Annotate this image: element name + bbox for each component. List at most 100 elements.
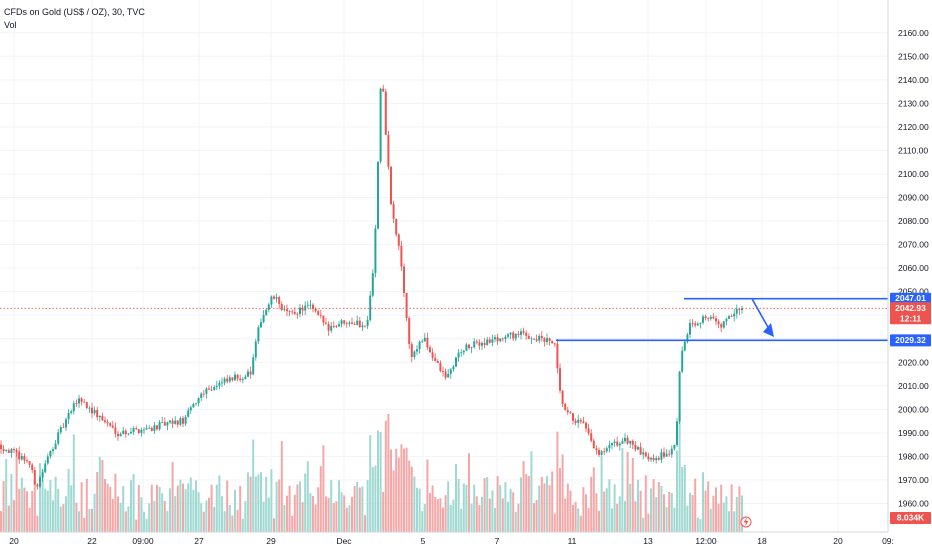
volume-bar — [301, 502, 304, 532]
candle-body — [410, 344, 413, 358]
volume-bar — [462, 483, 465, 532]
candle-body — [527, 335, 530, 339]
candle-body — [738, 309, 741, 311]
candle-body — [288, 311, 291, 312]
volume-bar — [595, 493, 598, 532]
volume-bar — [41, 469, 44, 532]
candle-body — [676, 421, 678, 445]
candle-body — [62, 427, 65, 428]
candle-body — [468, 344, 470, 348]
candle-body — [306, 304, 309, 306]
candle-body — [78, 398, 80, 404]
volume-legend: Vol — [4, 20, 17, 30]
volume-bar — [696, 517, 699, 532]
candle-body — [18, 451, 21, 460]
candle-body — [566, 410, 569, 413]
candle-body — [733, 313, 736, 317]
volume-bar — [720, 484, 723, 532]
candle-body — [561, 390, 564, 404]
candle-body — [600, 451, 603, 455]
candle-body — [218, 382, 221, 386]
chart-legend: CFDs on Gold (US$ / OZ), 30, TVC Vol — [4, 6, 145, 32]
candle-body — [681, 350, 684, 372]
volume-bar — [208, 497, 210, 532]
time-tick-label: 27 — [194, 536, 204, 546]
candle-body — [509, 332, 512, 335]
volume-bar — [374, 465, 377, 532]
volume-bar — [600, 455, 603, 532]
volume-bar — [538, 485, 541, 532]
volume-bar — [140, 497, 143, 532]
candle-body — [262, 315, 265, 323]
volume-bar — [624, 500, 626, 532]
volume-bar — [330, 479, 333, 532]
volume-bar — [468, 453, 470, 532]
candle-body — [174, 420, 177, 424]
volume-bar — [145, 518, 148, 532]
candle-body — [579, 419, 582, 422]
volume-bar — [392, 470, 395, 532]
volume-bar — [733, 511, 736, 532]
candle-body — [106, 422, 109, 424]
candle-body — [725, 318, 728, 322]
volume-bar — [717, 503, 720, 532]
volume-bar — [663, 494, 665, 532]
price-tick-label: 2020.00 — [898, 357, 929, 367]
volume-bar — [10, 473, 13, 532]
candle-body — [462, 350, 465, 353]
volume-bar — [517, 503, 520, 532]
price-axis[interactable]: 1960.00 1970.00 1980.00 1990.00 2000.00 2010.… — [887, 0, 931, 532]
volume-bar — [36, 515, 39, 532]
volume-bar — [730, 484, 733, 532]
volume-bar — [686, 505, 689, 532]
volume-bar — [286, 495, 288, 532]
volume-bar — [88, 508, 91, 532]
candle-body — [195, 403, 197, 405]
volume-bar — [499, 484, 502, 532]
candle-body — [41, 472, 44, 478]
candle-body — [364, 325, 366, 327]
candle-body — [439, 363, 442, 372]
volume-bar — [117, 496, 119, 532]
volume-bar — [582, 487, 585, 532]
candle-body — [403, 266, 405, 293]
volume-bar — [395, 448, 398, 532]
volume-bar — [364, 515, 366, 532]
volume-bar — [52, 500, 54, 532]
volume-bar — [455, 464, 457, 532]
candle-body — [520, 331, 522, 335]
price-tick-label: 2130.00 — [898, 98, 929, 108]
candle-body — [384, 91, 387, 135]
volume-bar — [475, 496, 478, 532]
volume-bar — [522, 461, 525, 532]
volume-bar — [507, 501, 509, 532]
candle-body — [88, 407, 91, 409]
volume-bar — [23, 487, 26, 532]
candle-body — [548, 338, 551, 341]
volume-bar — [33, 480, 36, 532]
candle-body — [475, 341, 478, 343]
symbol-title[interactable]: CFDs on Gold (US$ / OZ), 30, TVC — [4, 7, 145, 17]
candle-body — [650, 458, 652, 460]
candle-body — [140, 429, 143, 433]
candle-body — [244, 376, 247, 380]
candle-body — [221, 382, 223, 384]
volume-bar — [83, 517, 86, 532]
candle-body — [400, 245, 403, 267]
time-axis[interactable]: 20 22 09:00 27 29 Dec 5 7 11 13 12:00 18 20 09: — [0, 531, 894, 546]
price-tick-label: 2150.00 — [898, 51, 929, 61]
volume-bar — [130, 480, 132, 532]
volume-bar — [228, 504, 231, 532]
volume-bar — [0, 511, 2, 532]
candle-body — [223, 378, 226, 383]
volume-bar — [481, 496, 483, 532]
volume-bar — [356, 481, 359, 532]
volume-bar — [574, 501, 577, 532]
candle-body — [353, 323, 356, 325]
volume-bar — [470, 503, 473, 532]
drawing-overlays[interactable] — [0, 297, 888, 528]
candle-body — [572, 413, 574, 421]
candle-body — [228, 377, 231, 382]
volume-bar — [725, 496, 728, 532]
